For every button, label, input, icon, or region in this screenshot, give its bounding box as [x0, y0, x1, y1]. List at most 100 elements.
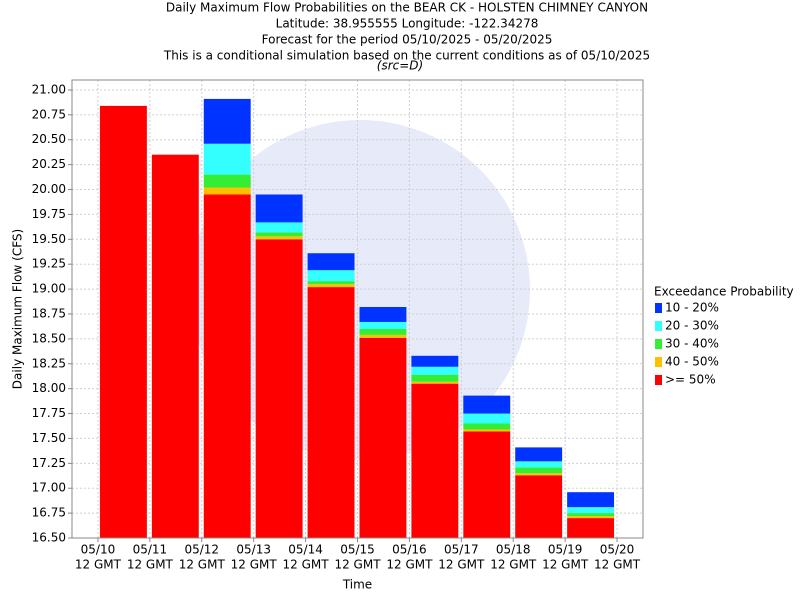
bar-segment — [307, 284, 355, 288]
bar-segment — [463, 423, 511, 430]
y-tick-label: 19.75 — [32, 207, 66, 221]
legend-label: >= 50% — [665, 373, 716, 387]
bar-segment — [411, 381, 459, 384]
y-axis-label: Daily Maximum Flow (CFS) — [11, 229, 25, 389]
bar-segment — [359, 307, 407, 322]
y-tick-label: 20.50 — [32, 132, 66, 146]
bar-segment — [411, 366, 459, 375]
bar-segment — [567, 516, 615, 519]
bar-segment — [203, 174, 251, 188]
bar-segment — [515, 447, 563, 462]
chart-title: Forecast for the period 05/10/2025 - 05/… — [262, 33, 553, 47]
chart-title: Latitude: 38.955555 Longitude: -122.3427… — [276, 17, 539, 31]
bar-segment — [411, 355, 459, 367]
x-tick-label: 12 GMT — [75, 558, 122, 572]
x-tick-label: 12 GMT — [231, 558, 278, 572]
legend-swatch — [655, 339, 662, 349]
y-tick-label: 18.75 — [32, 306, 66, 320]
legend-label: 40 - 50% — [665, 355, 719, 369]
legend-swatch — [655, 375, 662, 385]
bar-segment — [255, 222, 303, 233]
bar-segment — [151, 154, 199, 538]
bar-segment — [307, 287, 355, 538]
bar-segment — [307, 270, 355, 282]
x-tick-label: 05/13 — [236, 543, 271, 557]
x-tick-label: 05/20 — [600, 543, 635, 557]
legend-swatch — [655, 321, 662, 331]
x-tick-label: 12 GMT — [127, 558, 174, 572]
legend-label: 30 - 40% — [665, 337, 719, 351]
x-tick-label: 05/12 — [184, 543, 219, 557]
bar-segment — [99, 105, 147, 538]
y-tick-label: 17.75 — [32, 406, 66, 420]
bar-segment — [359, 334, 407, 338]
y-tick-label: 20.00 — [32, 182, 66, 196]
legend-label: 20 - 30% — [665, 319, 719, 333]
plot-border — [71, 79, 644, 539]
legend-swatch — [655, 303, 662, 313]
y-tick-label: 21.00 — [32, 82, 66, 96]
y-tick-label: 19.00 — [32, 282, 66, 296]
bar-segment — [411, 383, 459, 538]
bar-segment — [567, 513, 615, 517]
bar-segment — [359, 337, 407, 538]
bar-segment — [203, 194, 251, 538]
x-tick-label: 05/17 — [444, 543, 479, 557]
bar-segment — [203, 98, 251, 144]
chart-title: This is a conditional simulation based o… — [163, 49, 650, 63]
y-tick-label: 19.25 — [32, 257, 66, 271]
bar-segment — [567, 507, 615, 514]
x-axis-label: Time — [342, 578, 372, 592]
bar-segment — [515, 467, 563, 474]
chart-subtitle: (src=D) — [377, 59, 423, 73]
bar-segment — [255, 239, 303, 538]
bar-segment — [255, 236, 303, 240]
x-tick-label: 05/11 — [133, 543, 168, 557]
bar-segment — [567, 492, 615, 508]
bar-segment — [463, 395, 511, 414]
y-tick-label: 16.50 — [32, 531, 66, 545]
bar-segment — [515, 461, 563, 468]
legend-swatch — [655, 357, 662, 367]
x-tick-label: 12 GMT — [179, 558, 226, 572]
x-tick-label: 05/19 — [548, 543, 583, 557]
bar-segment — [567, 518, 615, 538]
x-tick-label: 12 GMT — [334, 558, 381, 572]
bar-segment — [411, 374, 459, 382]
y-tick-label: 17.25 — [32, 456, 66, 470]
bar-segment — [255, 194, 303, 223]
bar-segment — [463, 413, 511, 424]
y-tick-label: 17.00 — [32, 481, 66, 495]
bar-segment — [307, 281, 355, 285]
bar-segment — [255, 232, 303, 237]
bar-segment — [359, 328, 407, 335]
y-tick-label: 20.75 — [32, 107, 66, 121]
x-tick-label: 12 GMT — [438, 558, 485, 572]
x-tick-label: 12 GMT — [594, 558, 641, 572]
legend-title: Exceedance Probability — [654, 285, 794, 299]
x-tick-label: 12 GMT — [490, 558, 537, 572]
x-tick-label: 12 GMT — [542, 558, 589, 572]
bar-segment — [515, 475, 563, 538]
bar-segment — [203, 143, 251, 175]
bar-segment — [359, 321, 407, 329]
x-tick-label: 12 GMT — [283, 558, 330, 572]
bar-segment — [463, 429, 511, 432]
x-tick-label: 05/16 — [392, 543, 427, 557]
y-tick-label: 18.00 — [32, 381, 66, 395]
bar-segment — [515, 473, 563, 476]
y-tick-label: 17.50 — [32, 431, 66, 445]
x-tick-label: 05/10 — [81, 543, 116, 557]
chart-title: Daily Maximum Flow Probabilities on the … — [166, 1, 648, 15]
x-tick-label: 12 GMT — [386, 558, 433, 572]
x-tick-label: 05/18 — [496, 543, 531, 557]
y-tick-label: 18.50 — [32, 331, 66, 345]
y-tick-label: 19.50 — [32, 232, 66, 246]
x-tick-label: 05/14 — [288, 543, 323, 557]
bar-segment — [203, 187, 251, 195]
bar-segment — [463, 431, 511, 538]
legend-label: 10 - 20% — [665, 301, 719, 315]
y-tick-label: 18.25 — [32, 356, 66, 370]
y-tick-label: 20.25 — [32, 157, 66, 171]
